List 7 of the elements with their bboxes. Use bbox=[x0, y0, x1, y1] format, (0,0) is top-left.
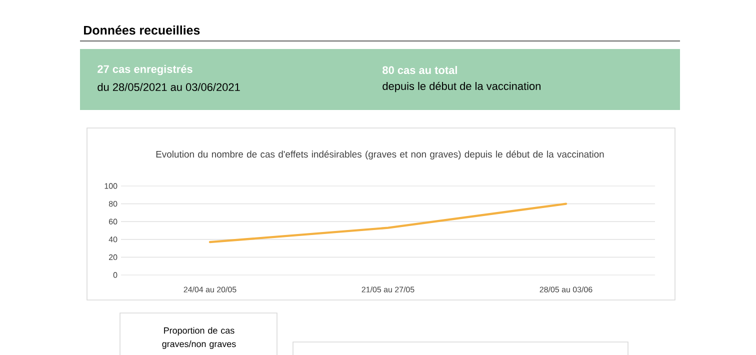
text: Données recueillies bbox=[84, 25, 200, 35]
text: du 28/05/2021 au 03/06/2021 bbox=[98, 82, 240, 92]
text: 27 cas enregistrés bbox=[98, 64, 192, 76]
text: 80 cas au total bbox=[382, 66, 457, 74]
chart-title: Evolution du nombre de cas d'effets indésirables (graves et non graves) depuis le début de la vaccination bbox=[156, 150, 604, 160]
text: Proportion de cas graves/non graves bbox=[162, 327, 236, 349]
text: depuis le début de la vaccination bbox=[382, 82, 540, 92]
